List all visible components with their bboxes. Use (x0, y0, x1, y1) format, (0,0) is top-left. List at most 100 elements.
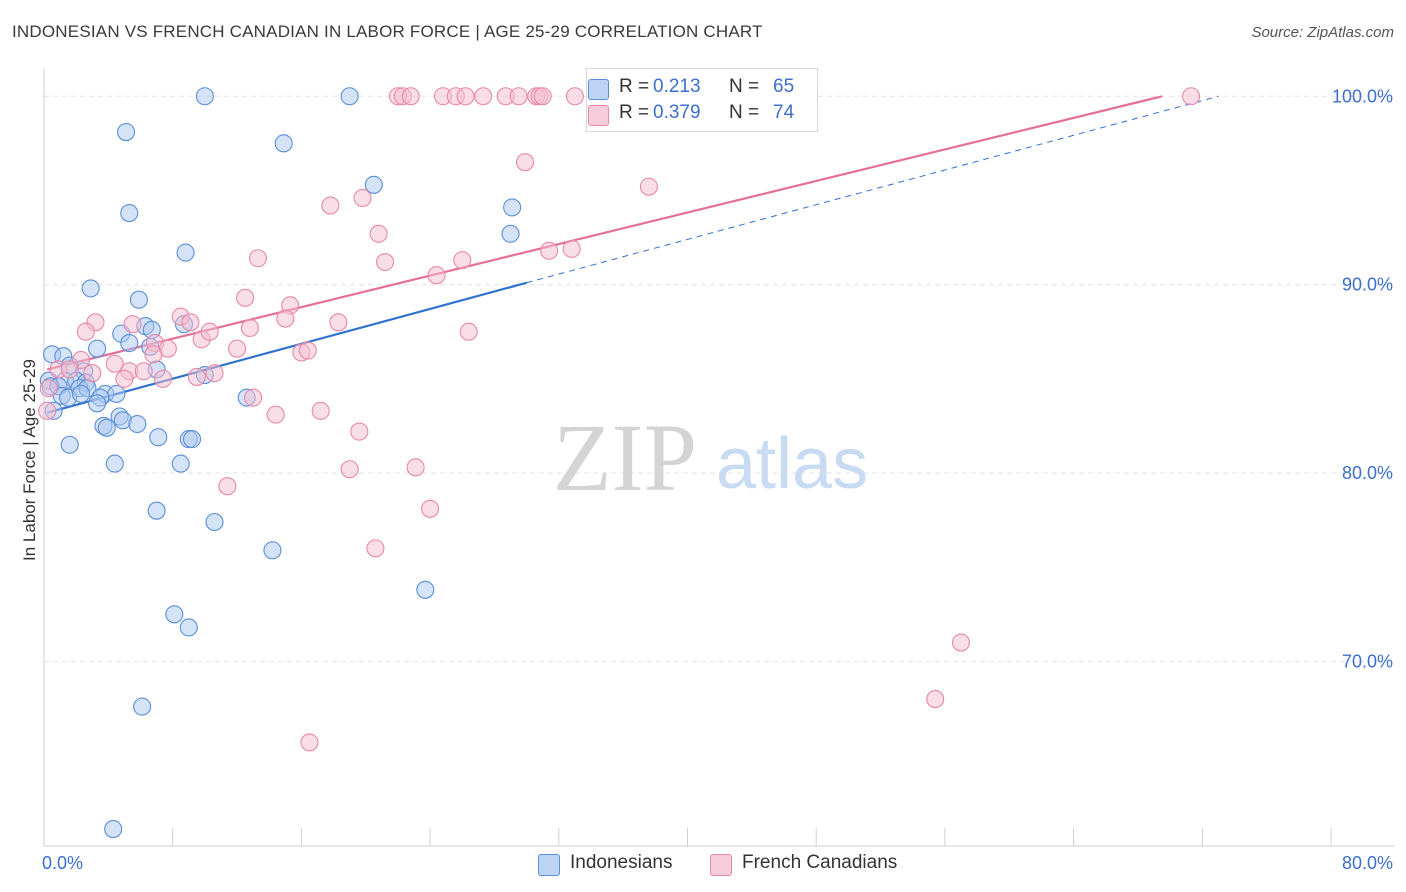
point-indonesians (88, 394, 107, 413)
legend-swatch-pink (588, 105, 609, 126)
point-french-canadians (453, 251, 472, 270)
point-french-canadians (340, 460, 359, 479)
point-french-canadians (187, 367, 206, 386)
point-indonesians (171, 454, 190, 473)
point-french-canadians (134, 362, 153, 381)
y-tick-label: 90.0% (1342, 275, 1393, 295)
legend-n-value: 74 (773, 102, 795, 123)
point-french-canadians (228, 339, 247, 358)
trend-line-indonesians-extension (526, 95, 1219, 284)
y-tick-label: 70.0% (1342, 651, 1393, 671)
point-french-canadians (329, 313, 348, 332)
point-indonesians (503, 198, 522, 217)
point-indonesians (274, 134, 293, 153)
point-indonesians (147, 501, 166, 520)
point-indonesians (120, 204, 139, 223)
legend-r-value: 0.213 (653, 76, 701, 97)
point-french-canadians (266, 405, 285, 424)
point-indonesians (104, 819, 123, 839)
legend-r-label: R = (619, 76, 650, 97)
point-indonesians (107, 384, 126, 403)
x-tick-label: 0.0% (42, 853, 83, 873)
point-indonesians (149, 428, 168, 447)
point-french-canadians (951, 633, 971, 652)
point-french-canadians (459, 322, 478, 341)
point-french-canadians (474, 87, 493, 106)
point-french-canadians (515, 153, 535, 172)
point-indonesians (97, 418, 116, 437)
legend-swatch-blue (588, 79, 609, 100)
point-french-canadians (240, 318, 259, 338)
watermark-zip: ZIP (553, 404, 697, 511)
point-indonesians (340, 87, 359, 106)
point-french-canadians (276, 309, 295, 328)
tick-labels: 100.0% 90.0% 80.0% 70.0% 0.0% 80.0% (42, 86, 1393, 873)
point-indonesians (71, 384, 91, 403)
point-french-canadians (369, 224, 388, 243)
point-indonesians (416, 580, 435, 599)
point-indonesians (179, 618, 198, 637)
point-indonesians (81, 279, 100, 298)
point-french-canadians (639, 177, 658, 196)
trend-line-french-canadians (46, 95, 1163, 371)
point-french-canadians (300, 733, 319, 752)
watermark-atlas: atlas (716, 424, 868, 504)
point-french-canadians (123, 315, 142, 334)
trend-lines (46, 95, 1219, 414)
point-indonesians (263, 541, 282, 560)
point-indonesians (182, 430, 202, 449)
point-french-canadians (38, 401, 57, 420)
watermark: ZIP atlas (553, 404, 868, 511)
point-french-canadians (244, 388, 263, 407)
point-french-canadians (144, 345, 163, 364)
legend-n-label: N = (729, 102, 760, 123)
legend-r-label: R = (619, 102, 650, 123)
point-french-canadians (83, 364, 102, 383)
point-french-canadians (926, 690, 945, 709)
point-french-canadians (350, 422, 369, 441)
legend-swatch-french-canadians (710, 854, 732, 876)
point-indonesians (105, 454, 124, 473)
point-indonesians (60, 435, 79, 454)
legend-n-label: N = (729, 76, 760, 97)
point-indonesians (176, 243, 195, 262)
grid-lines (44, 95, 1394, 662)
point-french-canadians (153, 369, 173, 388)
point-french-canadians (366, 539, 385, 558)
legend-n-value: 65 (773, 76, 795, 97)
legend-row-indonesians: R = 0.213 N = 65 (587, 76, 817, 102)
point-french-canadians (60, 360, 79, 379)
point-indonesians (128, 414, 147, 434)
point-french-canadians (353, 188, 372, 208)
y-tick-label: 100.0% (1332, 86, 1393, 106)
point-french-canadians (427, 266, 446, 285)
trend-line-indonesians (46, 281, 527, 414)
point-french-canadians (562, 239, 581, 258)
axes (43, 68, 1394, 847)
point-indonesians (120, 333, 139, 353)
point-french-canadians (321, 196, 340, 215)
point-french-canadians (218, 477, 237, 496)
legend-label-indonesians: Indonesians (570, 852, 673, 873)
point-french-canadians (76, 322, 95, 341)
point-french-canadians (115, 369, 134, 388)
point-french-canadians (456, 87, 475, 106)
point-french-canadians (205, 364, 224, 383)
point-indonesians (195, 87, 214, 106)
point-indonesians (501, 224, 520, 243)
point-french-canadians (181, 313, 200, 332)
point-indonesians (88, 339, 107, 358)
point-french-canadians (236, 288, 255, 307)
point-french-canadians (533, 87, 552, 106)
point-indonesians (364, 175, 383, 194)
source-label: Source: ZipAtlas.com (1251, 24, 1394, 41)
point-indonesians (129, 290, 148, 309)
y-tick-label: 80.0% (1342, 463, 1393, 483)
stats-legend: R = 0.213 N = 65 R = 0.379 N = 74 (586, 68, 818, 132)
point-french-canadians (311, 401, 330, 420)
point-french-canadians (406, 458, 425, 477)
legend-row-french-canadians: R = 0.379 N = 74 (587, 102, 817, 128)
chart-title: INDONESIAN VS FRENCH CANADIAN IN LABOR F… (12, 22, 763, 41)
point-french-canadians (540, 241, 559, 260)
